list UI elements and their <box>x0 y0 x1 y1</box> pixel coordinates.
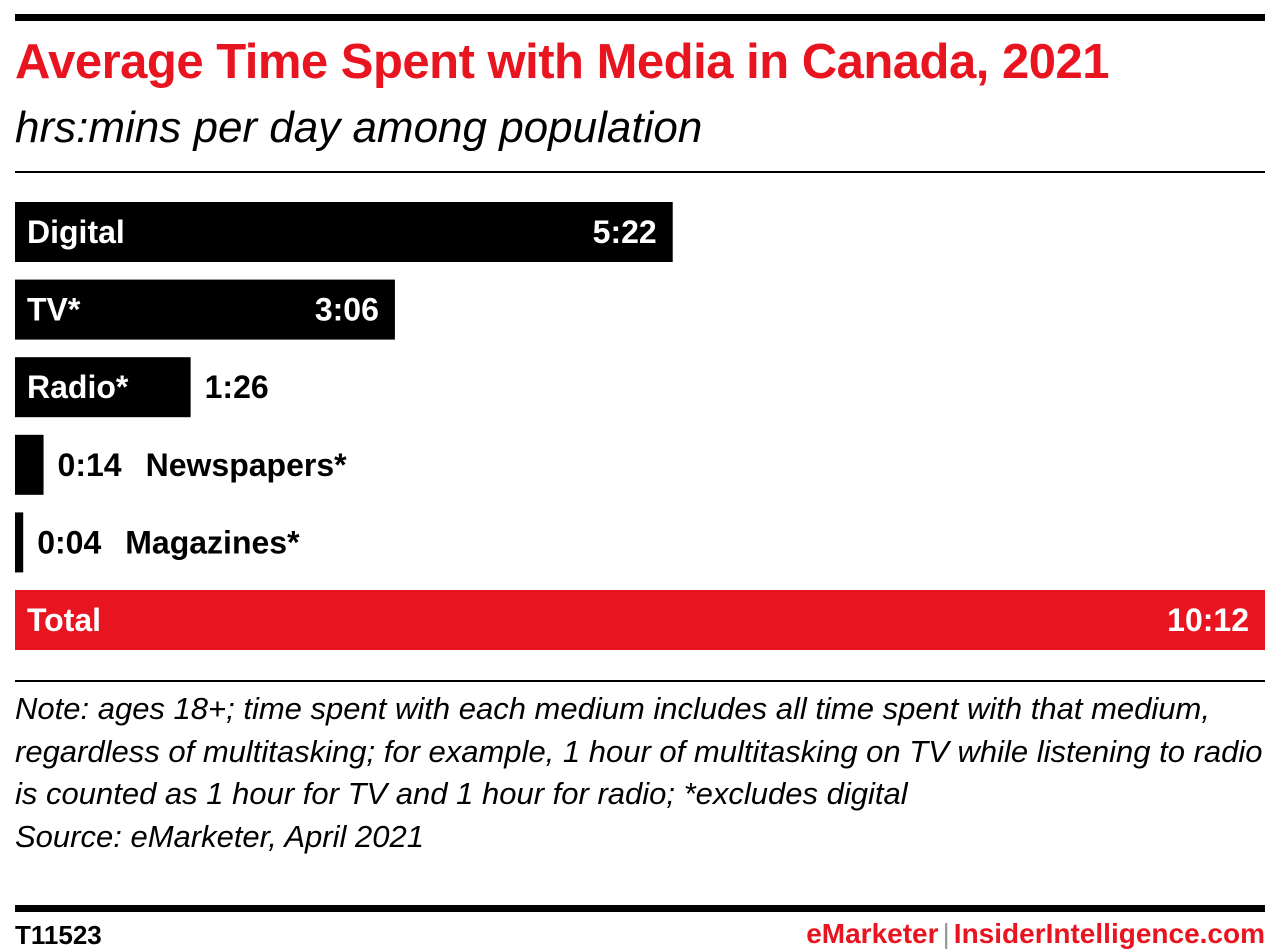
value-label-digital: 5:22 <box>593 214 657 250</box>
bottom-rule <box>15 905 1265 912</box>
brand-emarketer: eMarketer <box>806 918 939 949</box>
chart-title: Average Time Spent with Media in Canada,… <box>15 35 1109 89</box>
bar-newspapers <box>15 434 44 495</box>
brand-credit: eMarketer | InsiderIntelligence.com <box>806 918 1265 950</box>
source-text: Source: eMarketer, April 2021 <box>15 818 424 854</box>
value-label-newspapers: 0:14 <box>58 447 122 483</box>
chart-notes: Note: ages 18+; time spent with each med… <box>15 688 1265 858</box>
value-label-tv: 3:06 <box>315 292 379 328</box>
bar-magazines <box>15 512 24 573</box>
bar-total <box>15 590 1265 650</box>
value-label-magazines: 0:04 <box>37 524 101 560</box>
category-label-radio: Radio* <box>27 369 129 405</box>
category-label-newspapers: Newspapers* <box>146 447 348 483</box>
bar-digital <box>15 202 673 262</box>
top-rule <box>15 14 1265 21</box>
category-label-total: Total <box>27 602 101 638</box>
category-label-tv: TV* <box>27 292 81 328</box>
bar-tv <box>15 279 395 340</box>
value-label-radio: 1:26 <box>205 369 269 405</box>
chart-id: T11523 <box>15 920 102 950</box>
bar-radio <box>15 357 191 418</box>
chart-subtitle: hrs:mins per day among population <box>15 103 703 152</box>
category-label-digital: Digital <box>27 214 125 250</box>
category-label-magazines: Magazines* <box>125 524 300 560</box>
footer-divider <box>15 680 1265 682</box>
brand-separator: | <box>942 918 950 949</box>
note-text: Note: ages 18+; time spent with each med… <box>15 691 1263 811</box>
value-label-total: 10:12 <box>1167 602 1249 638</box>
bar-chart: Digital 5:22 TV* 3:06 Radio* 1:26 Newspapers* 0… <box>15 202 1265 650</box>
brand-insider-intelligence: InsiderIntelligence.com <box>953 918 1265 949</box>
header-divider <box>15 171 1265 173</box>
